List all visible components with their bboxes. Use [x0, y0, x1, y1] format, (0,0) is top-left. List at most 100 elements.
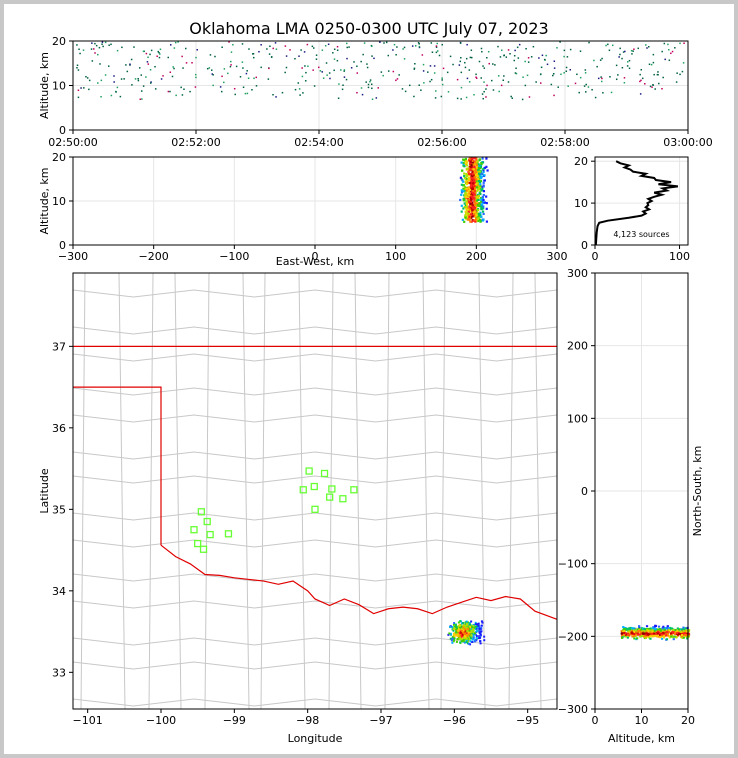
source-point: [563, 72, 565, 74]
ew-source-cell: [468, 186, 471, 190]
map-source-cell: [467, 628, 470, 631]
source-point: [623, 77, 626, 79]
source-point: [242, 67, 244, 69]
source-point: [418, 84, 420, 86]
map-source-cell: [460, 637, 463, 640]
source-point: [234, 93, 236, 96]
ew-source-cell: [477, 215, 481, 218]
ew-source-cell: [485, 157, 488, 160]
ns-source-cell: [664, 630, 667, 633]
ew-source-cell: [473, 165, 476, 169]
ew-source-cell: [473, 179, 476, 182]
source-point: [322, 77, 325, 79]
source-point: [129, 64, 131, 66]
map-source-cell: [464, 626, 467, 629]
map-source-cell: [461, 634, 464, 637]
source-point: [275, 96, 277, 98]
ew-source-cell: [475, 178, 478, 181]
source-point: [654, 88, 656, 90]
source-point: [142, 50, 145, 53]
ew-source-cell: [466, 197, 470, 201]
map-source-cell: [468, 622, 471, 625]
ew-source-cell: [470, 220, 473, 223]
source-point: [449, 55, 452, 58]
ew-tick-label: −300: [58, 250, 88, 263]
source-point: [297, 82, 300, 84]
source-point: [483, 81, 485, 83]
source-point: [584, 72, 587, 74]
source-point: [499, 56, 502, 58]
source-point: [274, 42, 277, 44]
ew-source-cell: [466, 216, 469, 219]
source-point: [640, 79, 642, 82]
source-point: [492, 63, 494, 65]
ns-source-cell: [663, 627, 666, 630]
source-point: [602, 92, 604, 94]
lma-station-marker: [199, 545, 208, 553]
ns-source-cell: [642, 632, 645, 635]
ew-source-cell: [479, 184, 482, 187]
source-point: [159, 48, 162, 51]
ew-source-cell: [474, 196, 477, 199]
latitude-tick-label: 33: [52, 666, 66, 679]
ew-source-cell: [475, 201, 478, 204]
ns-source-cell: [645, 634, 648, 637]
ew-source-cell: [476, 172, 479, 175]
ns-source-cell: [672, 638, 675, 641]
source-point: [371, 87, 373, 90]
source-point: [556, 47, 558, 49]
source-point: [253, 77, 255, 80]
county-line: [72, 539, 558, 548]
county-line: [72, 289, 558, 298]
source-point: [233, 87, 236, 90]
source-point: [246, 70, 248, 72]
map-source-cell: [456, 638, 459, 641]
ew-source-cell: [465, 187, 468, 190]
source-point: [650, 63, 653, 66]
source-point: [110, 43, 112, 46]
map-source-cell: [479, 630, 482, 633]
source-point: [414, 45, 417, 47]
ew-source-cell: [478, 172, 481, 175]
source-point: [553, 67, 556, 69]
ew-source-cell: [480, 189, 483, 192]
ew-source-cell: [472, 181, 475, 184]
source-point: [418, 45, 421, 48]
source-point: [312, 69, 314, 71]
source-point: [658, 82, 660, 85]
ew-source-cell: [469, 193, 473, 197]
source-point: [76, 44, 78, 46]
ns-source-cell: [629, 633, 632, 636]
ns-source-cell: [680, 635, 684, 638]
source-point: [584, 69, 587, 71]
source-point: [370, 83, 373, 86]
map-source-cell: [474, 625, 477, 628]
source-point: [421, 54, 424, 56]
ew-source-cell: [468, 178, 471, 182]
ns-source-cell: [633, 637, 636, 640]
source-point: [346, 46, 348, 49]
source-point: [116, 49, 119, 52]
source-point: [260, 44, 262, 46]
source-point: [123, 78, 125, 80]
source-point: [404, 90, 407, 93]
source-point: [619, 47, 621, 50]
ew-source-cell: [459, 198, 462, 202]
ew-source-cell: [472, 177, 476, 180]
map-source-cell: [463, 630, 466, 633]
county-line: [72, 698, 558, 707]
ns-source-cell: [640, 627, 644, 630]
ew-source-cell: [481, 157, 484, 160]
ew-source-cell: [462, 164, 465, 167]
ns-source-cell: [652, 634, 656, 637]
source-point: [624, 50, 626, 53]
ew-source-cell: [473, 201, 477, 204]
figure-frame: Oklahoma LMA 0250-0300 UTC July 07, 2023…: [4, 4, 734, 754]
ew-source-cell: [476, 181, 479, 185]
county-line: [72, 637, 558, 646]
ew-source-cell: [469, 197, 472, 200]
source-point: [473, 93, 475, 96]
source-point: [521, 98, 524, 101]
map-source-cell: [465, 641, 468, 644]
ns-source-cell: [687, 632, 690, 635]
